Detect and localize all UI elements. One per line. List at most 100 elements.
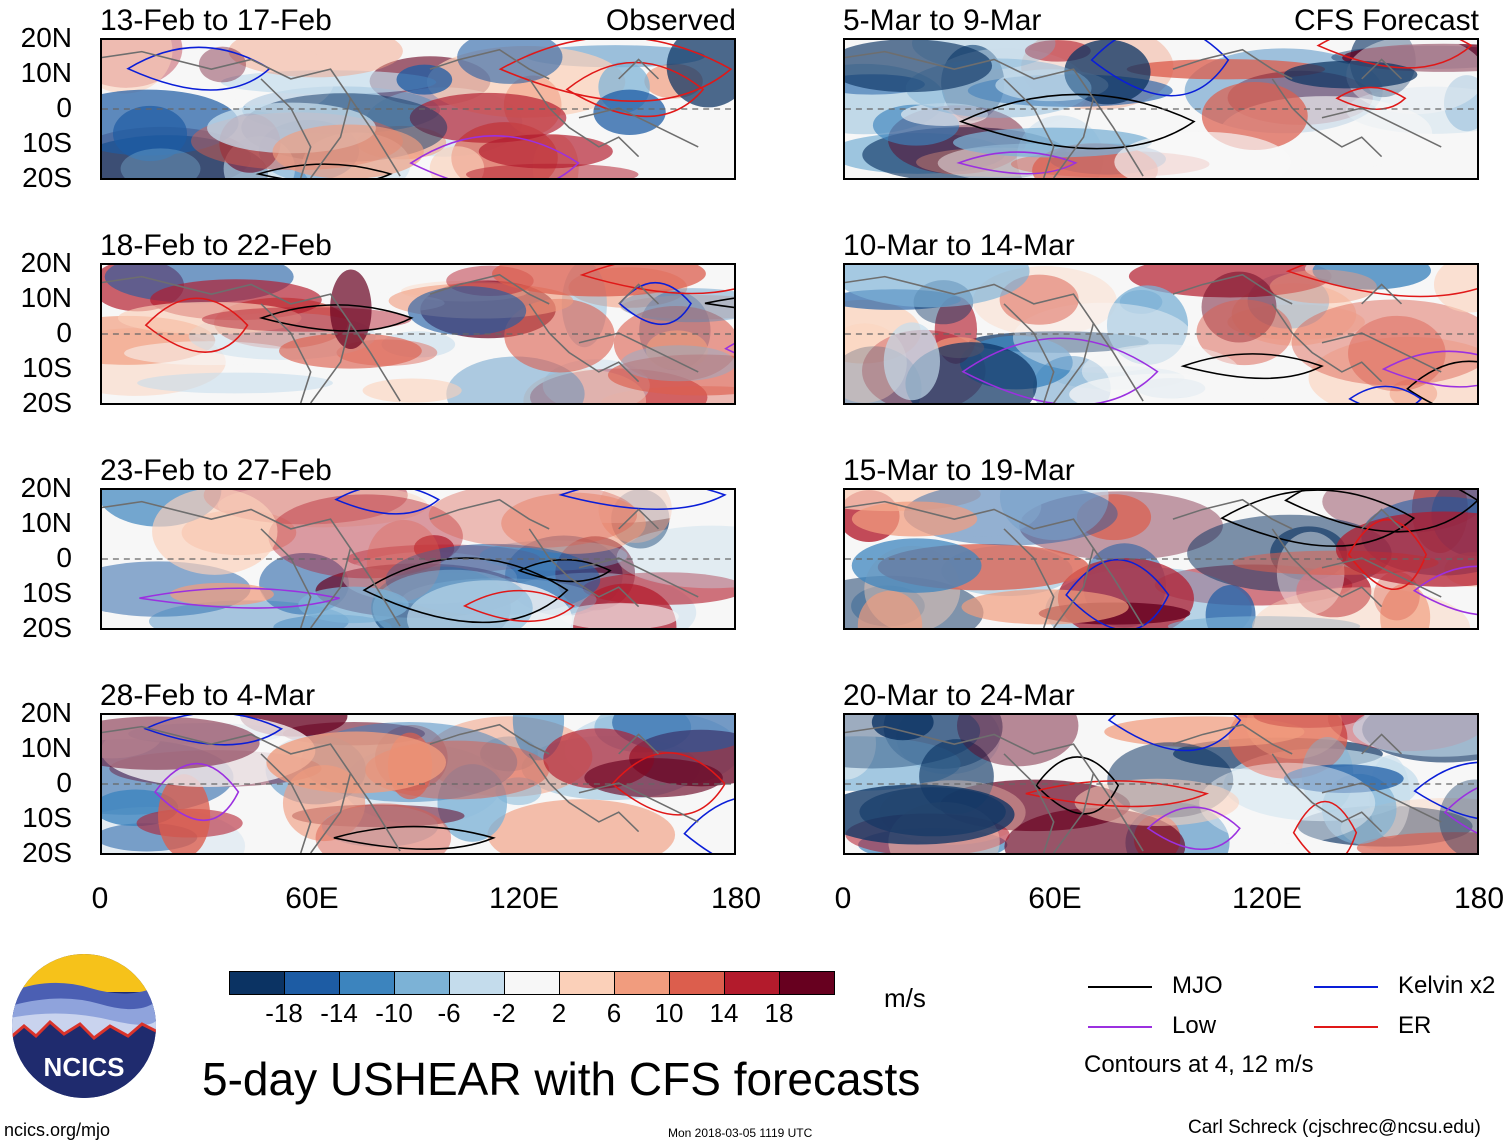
panel-title: 18-Feb to 22-Feb bbox=[100, 229, 332, 262]
wave-contour bbox=[143, 715, 284, 746]
shear-shading bbox=[362, 378, 462, 403]
lat-tick-label: 20S bbox=[22, 837, 72, 868]
coastline bbox=[1003, 303, 1055, 403]
shear-shading bbox=[228, 40, 403, 78]
wave-contour bbox=[961, 337, 1159, 403]
lat-tick-label: 20N bbox=[20, 22, 72, 53]
colorbar-units: m/s bbox=[884, 983, 926, 1013]
shear-shading bbox=[492, 265, 706, 297]
shear-shading bbox=[124, 341, 293, 366]
shear-shading bbox=[501, 492, 646, 554]
shear-shading bbox=[1245, 715, 1343, 760]
shear-shading bbox=[504, 298, 615, 373]
colorbar-swatch bbox=[229, 971, 285, 995]
shear-shading bbox=[409, 92, 567, 143]
colorbar-tick-label: 2 bbox=[551, 998, 567, 1028]
lon-tick-label: 120E bbox=[1231, 882, 1303, 915]
shear-shading bbox=[102, 716, 260, 770]
shear-shading bbox=[560, 603, 679, 628]
lon-tick-label: 180 bbox=[710, 882, 762, 915]
map-panel bbox=[100, 38, 736, 180]
coastline bbox=[429, 273, 550, 305]
map-panel bbox=[843, 488, 1479, 630]
colorbar-swatch bbox=[449, 971, 505, 995]
colorbar-tick-label: -18 bbox=[265, 998, 303, 1028]
ncics-logo: NCICS bbox=[10, 952, 158, 1100]
shear-shading bbox=[883, 322, 940, 401]
lat-tick-label: 20N bbox=[20, 697, 72, 728]
lon-tick-label: 120E bbox=[488, 882, 560, 915]
colorbar-swatch bbox=[284, 971, 340, 995]
wave-contour bbox=[1316, 40, 1473, 69]
colorbar-swatch bbox=[559, 971, 615, 995]
map-panel bbox=[100, 263, 736, 405]
wave-contour bbox=[956, 151, 1078, 175]
shear-shading bbox=[957, 715, 1079, 767]
shear-shading bbox=[1128, 265, 1332, 298]
panel-title: 5-Mar to 9-Mar bbox=[843, 4, 1042, 37]
wave-contour bbox=[462, 589, 576, 622]
lat-tick-label: 10S bbox=[22, 802, 72, 833]
shear-shading bbox=[1312, 265, 1431, 290]
map-panel bbox=[843, 263, 1479, 405]
wave-contour bbox=[1285, 265, 1477, 298]
colorbar-tick-label: -2 bbox=[492, 998, 516, 1028]
coastline bbox=[260, 78, 312, 178]
coastline bbox=[1271, 528, 1383, 608]
wave-contour bbox=[255, 163, 393, 178]
shear-shading bbox=[1269, 269, 1377, 304]
legend-swatch bbox=[1314, 986, 1378, 988]
coastline bbox=[260, 528, 312, 628]
shear-shading bbox=[1348, 315, 1446, 392]
coastline bbox=[578, 557, 699, 598]
legend-label: MJO bbox=[1172, 972, 1223, 999]
panel-title: 13-Feb to 17-Feb bbox=[100, 4, 332, 37]
colorbar-tick-label: -10 bbox=[375, 998, 413, 1028]
wave-contour bbox=[362, 557, 569, 624]
lat-tick-label: 20S bbox=[22, 162, 72, 193]
coastline bbox=[618, 283, 660, 305]
wave-contour bbox=[1348, 385, 1423, 403]
shear-shading bbox=[429, 146, 485, 178]
lat-tick-label: 10N bbox=[20, 57, 72, 88]
coastline bbox=[845, 50, 1095, 178]
logo-text: NCICS bbox=[44, 1052, 125, 1082]
coastline bbox=[1092, 97, 1144, 177]
coastline bbox=[618, 58, 660, 80]
shear-shading bbox=[1114, 131, 1291, 178]
panel-title: 23-Feb to 27-Feb bbox=[100, 454, 332, 487]
lat-tick-label: 20S bbox=[22, 387, 72, 418]
shear-shading bbox=[478, 134, 613, 169]
lat-tick-label: 20N bbox=[20, 472, 72, 503]
contour-note: Contours at 4, 12 m/s bbox=[1084, 1051, 1314, 1078]
coastline bbox=[349, 547, 401, 627]
shear-shading bbox=[1201, 81, 1308, 151]
wave-contour bbox=[1284, 490, 1477, 533]
coastline bbox=[578, 332, 699, 373]
shear-shading bbox=[1283, 764, 1404, 793]
coastline bbox=[1271, 303, 1383, 383]
coastline bbox=[102, 725, 352, 853]
shear-shading bbox=[272, 124, 424, 178]
coastline bbox=[1092, 772, 1144, 852]
shear-shading bbox=[298, 586, 409, 624]
shear-shading bbox=[1074, 778, 1240, 826]
wave-contour bbox=[1090, 40, 1230, 97]
lat-tick-label: 0 bbox=[56, 317, 72, 348]
coastline bbox=[102, 500, 352, 628]
shear-shading bbox=[396, 64, 453, 95]
wave-contour bbox=[1107, 715, 1242, 752]
wave-contour bbox=[683, 798, 734, 853]
shear-shading bbox=[845, 265, 1030, 308]
shear-shading bbox=[1439, 779, 1477, 853]
coastline bbox=[528, 528, 640, 608]
shear-shading bbox=[845, 40, 993, 93]
colorbar-swatch bbox=[724, 971, 780, 995]
shear-shading bbox=[620, 345, 734, 382]
wave-contour bbox=[1065, 559, 1170, 628]
coastline bbox=[429, 723, 550, 755]
lon-tick-label: 0 bbox=[91, 882, 109, 915]
map-panel bbox=[100, 713, 736, 855]
coastline bbox=[1172, 723, 1293, 755]
map-panel bbox=[843, 713, 1479, 855]
